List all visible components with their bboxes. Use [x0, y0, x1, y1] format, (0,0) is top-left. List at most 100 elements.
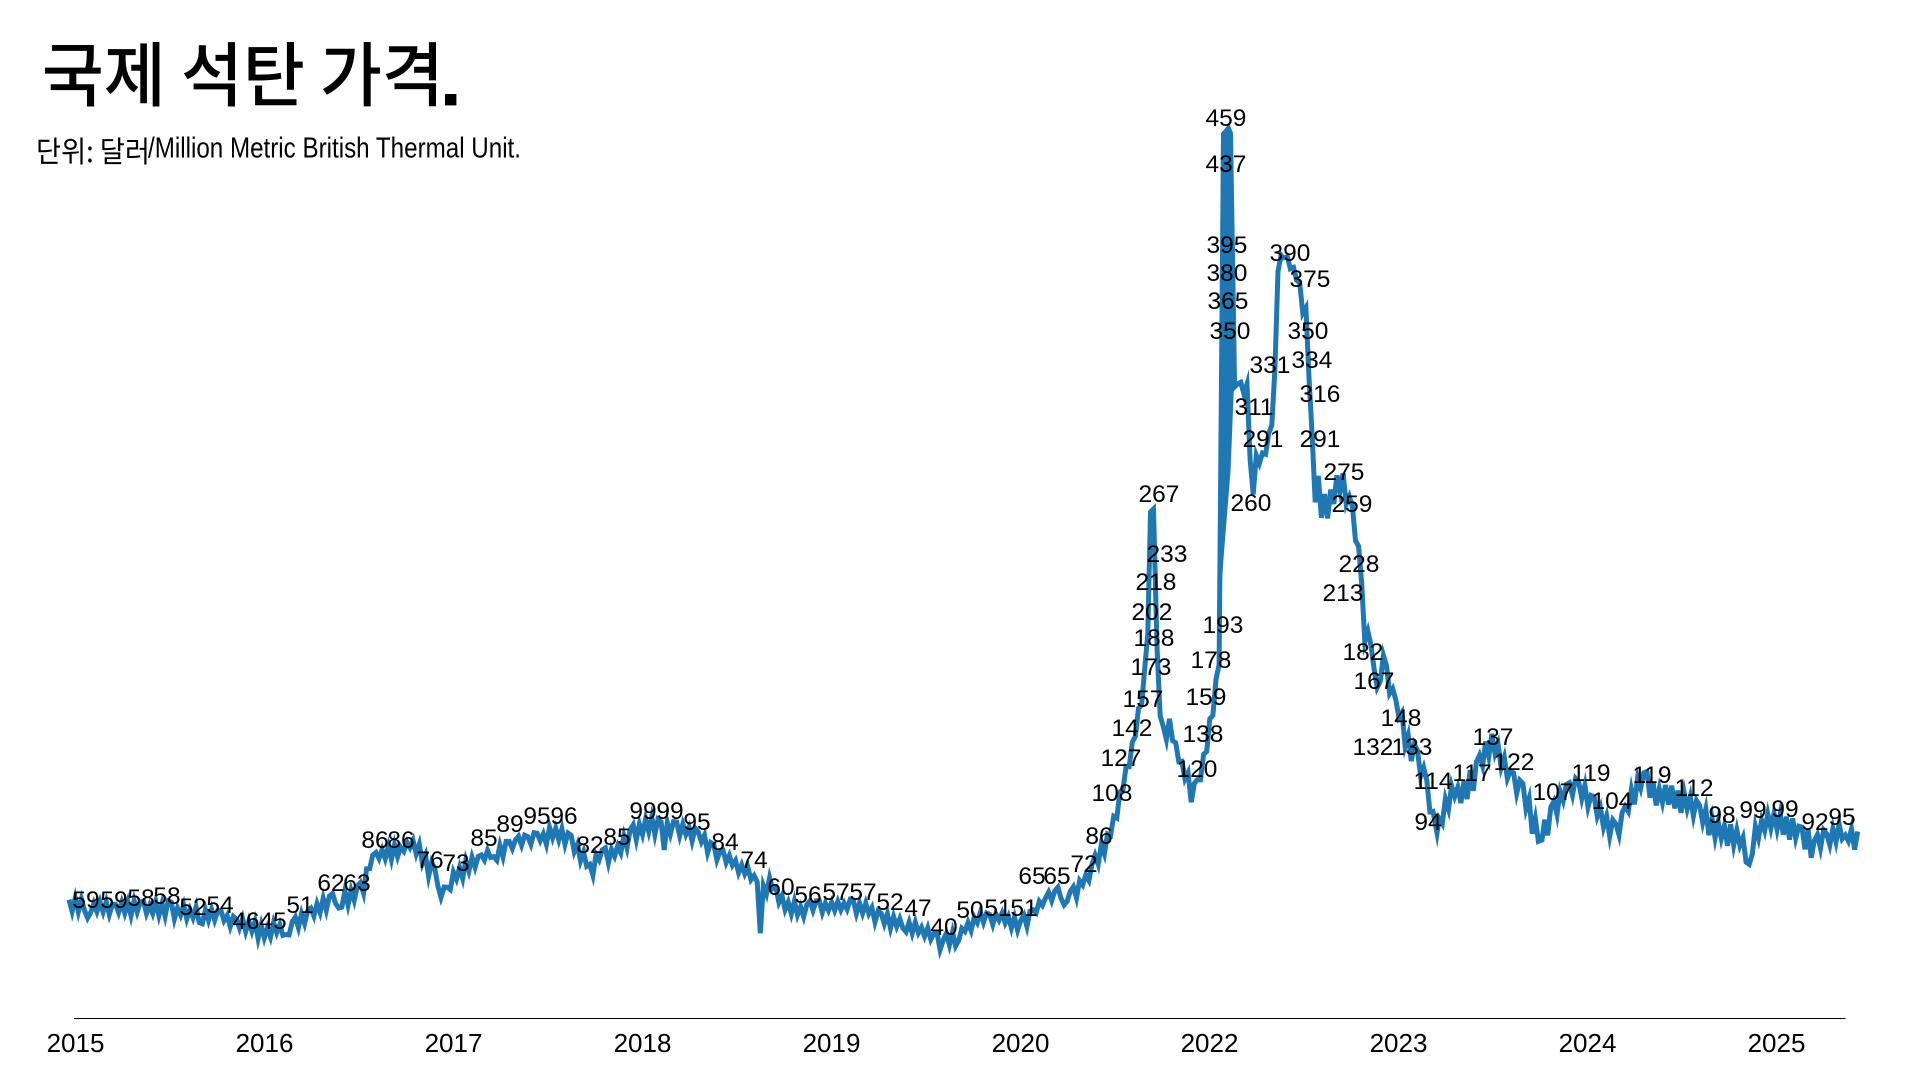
svg-text:2022: 2022 — [1181, 1028, 1239, 1058]
svg-text:127: 127 — [1101, 745, 1142, 772]
svg-text:56: 56 — [794, 882, 821, 909]
svg-text:50: 50 — [956, 897, 983, 924]
svg-text:65: 65 — [1043, 863, 1070, 890]
svg-text:51: 51 — [984, 895, 1011, 922]
svg-text:82: 82 — [576, 832, 603, 859]
svg-text:47: 47 — [904, 895, 931, 922]
svg-text:132: 132 — [1353, 734, 1394, 761]
svg-text:291: 291 — [1243, 426, 1284, 453]
svg-text:52: 52 — [876, 889, 903, 916]
svg-text:45: 45 — [259, 908, 286, 935]
svg-text:57: 57 — [822, 879, 849, 906]
svg-text:2024: 2024 — [1559, 1028, 1617, 1058]
svg-text:2018: 2018 — [614, 1028, 672, 1058]
svg-text:122: 122 — [1494, 749, 1535, 776]
svg-text:40: 40 — [930, 914, 957, 941]
svg-text:2015: 2015 — [47, 1028, 105, 1058]
svg-text:2016: 2016 — [236, 1028, 294, 1058]
svg-text:114: 114 — [1413, 768, 1452, 795]
svg-text:58: 58 — [127, 885, 154, 912]
svg-text:260: 260 — [1231, 490, 1272, 517]
svg-text:120: 120 — [1177, 756, 1218, 783]
svg-text:84: 84 — [711, 829, 738, 856]
svg-text:74: 74 — [740, 847, 767, 874]
svg-text:2017: 2017 — [425, 1028, 483, 1058]
svg-text:350: 350 — [1210, 318, 1251, 345]
svg-text:311: 311 — [1234, 394, 1273, 421]
svg-text:51: 51 — [1010, 895, 1037, 922]
svg-text:119: 119 — [1571, 760, 1610, 787]
svg-text:390: 390 — [1270, 240, 1311, 267]
svg-text:95: 95 — [523, 803, 550, 830]
svg-text:99: 99 — [656, 798, 683, 825]
svg-text:57: 57 — [849, 879, 876, 906]
svg-text:59: 59 — [72, 887, 99, 914]
svg-text:334: 334 — [1292, 347, 1333, 374]
svg-text:350: 350 — [1288, 318, 1329, 345]
svg-text:58: 58 — [153, 883, 180, 910]
svg-text:167: 167 — [1354, 668, 1395, 695]
svg-text:98: 98 — [1708, 802, 1735, 829]
svg-text:2023: 2023 — [1370, 1028, 1428, 1058]
svg-text:173: 173 — [1131, 654, 1172, 681]
svg-text:459: 459 — [1206, 105, 1247, 132]
svg-text:316: 316 — [1300, 381, 1341, 408]
svg-text:95: 95 — [683, 809, 710, 836]
svg-text:375: 375 — [1290, 266, 1331, 293]
svg-text:107: 107 — [1533, 779, 1574, 806]
svg-text:73: 73 — [442, 850, 469, 877]
svg-text:86: 86 — [361, 827, 388, 854]
svg-text:51: 51 — [286, 892, 313, 919]
svg-text:60: 60 — [767, 874, 794, 901]
svg-text:193: 193 — [1203, 612, 1244, 639]
svg-text:108: 108 — [1092, 780, 1133, 807]
svg-text:437: 437 — [1206, 151, 1247, 178]
svg-text:62: 62 — [317, 870, 344, 897]
svg-text:99: 99 — [1739, 797, 1766, 824]
svg-text:2019: 2019 — [803, 1028, 861, 1058]
svg-text:148: 148 — [1381, 705, 1422, 732]
svg-text:86: 86 — [1085, 823, 1112, 850]
svg-text:89: 89 — [496, 811, 523, 838]
svg-text:138: 138 — [1183, 721, 1224, 748]
svg-text:54: 54 — [206, 892, 233, 919]
svg-text:92: 92 — [1801, 809, 1828, 836]
svg-text:275: 275 — [1324, 459, 1365, 486]
svg-text:59: 59 — [100, 887, 127, 914]
svg-text:94: 94 — [1414, 809, 1441, 836]
svg-text:2025: 2025 — [1748, 1028, 1806, 1058]
svg-text:85: 85 — [470, 825, 497, 852]
svg-text:2020: 2020 — [992, 1028, 1050, 1058]
svg-text:119: 119 — [1632, 762, 1671, 789]
svg-text:218: 218 — [1136, 569, 1177, 596]
svg-text:46: 46 — [232, 908, 259, 935]
svg-text:365: 365 — [1208, 288, 1249, 315]
svg-text:142: 142 — [1112, 715, 1153, 742]
svg-text:76: 76 — [416, 847, 443, 874]
svg-text:99: 99 — [1771, 796, 1798, 823]
svg-text:117: 117 — [1452, 760, 1491, 787]
svg-text:157: 157 — [1123, 686, 1164, 713]
svg-text:/Million Metric British Therma: /Million Metric British Thermal Unit. — [148, 133, 521, 165]
svg-text:112: 112 — [1674, 775, 1713, 802]
svg-text:202: 202 — [1132, 599, 1173, 626]
svg-text:291: 291 — [1300, 426, 1341, 453]
svg-text:159: 159 — [1186, 684, 1227, 711]
svg-text:96: 96 — [550, 803, 577, 830]
svg-text:233: 233 — [1147, 541, 1188, 568]
svg-text:395: 395 — [1207, 232, 1248, 259]
svg-text:104: 104 — [1592, 788, 1633, 815]
svg-text:267: 267 — [1139, 481, 1180, 508]
svg-text:228: 228 — [1339, 551, 1380, 578]
svg-text:95: 95 — [1828, 804, 1855, 831]
svg-text:178: 178 — [1191, 647, 1232, 674]
svg-text:188: 188 — [1134, 625, 1175, 652]
svg-text:72: 72 — [1070, 851, 1097, 878]
svg-text:65: 65 — [1018, 863, 1045, 890]
svg-text:86: 86 — [387, 827, 414, 854]
svg-text:213: 213 — [1323, 580, 1364, 607]
svg-text:133: 133 — [1392, 734, 1433, 761]
svg-text:380: 380 — [1207, 260, 1248, 287]
svg-text:52: 52 — [179, 894, 206, 921]
svg-text:85: 85 — [603, 824, 630, 851]
